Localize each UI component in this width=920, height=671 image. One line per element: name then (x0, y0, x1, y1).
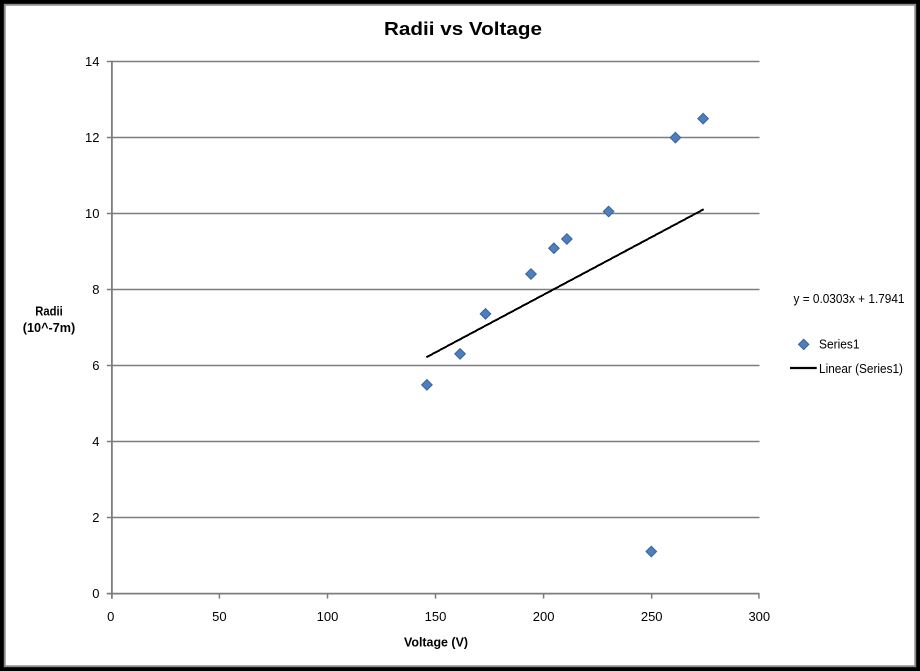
svg-text:8: 8 (92, 282, 99, 297)
svg-text:y = 0.0303x + 1.7941: y = 0.0303x + 1.7941 (794, 291, 905, 306)
svg-text:0: 0 (107, 609, 114, 624)
svg-text:14: 14 (85, 54, 99, 69)
svg-text:2: 2 (92, 510, 99, 525)
svg-text:50: 50 (212, 609, 226, 624)
svg-text:(10^-7m): (10^-7m) (23, 321, 76, 335)
svg-text:10: 10 (85, 206, 99, 221)
svg-text:Series1: Series1 (819, 337, 860, 351)
svg-text:300: 300 (748, 609, 770, 624)
svg-text:100: 100 (317, 609, 339, 624)
svg-text:Linear (Series1): Linear (Series1) (819, 362, 903, 376)
svg-text:4: 4 (92, 434, 99, 449)
svg-text:Radii: Radii (35, 305, 63, 319)
svg-text:150: 150 (425, 609, 447, 624)
svg-text:Radii vs Voltage: Radii vs Voltage (384, 19, 542, 39)
svg-text:Voltage (V): Voltage (V) (404, 634, 468, 649)
svg-text:12: 12 (85, 130, 99, 145)
svg-text:250: 250 (641, 609, 663, 624)
svg-text:6: 6 (92, 358, 99, 373)
svg-text:0: 0 (92, 586, 99, 601)
svg-text:200: 200 (533, 609, 555, 624)
